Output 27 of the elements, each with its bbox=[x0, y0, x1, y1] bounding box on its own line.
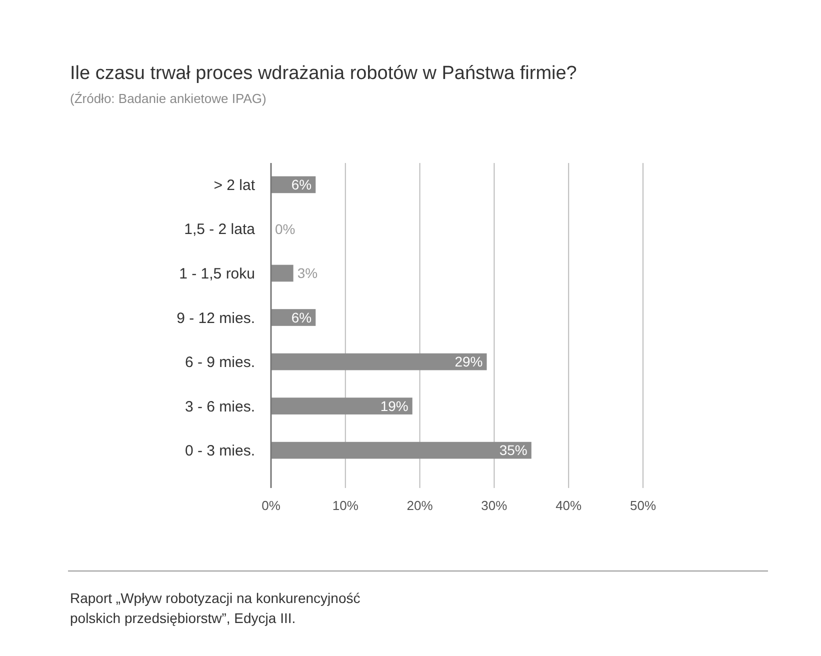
bar bbox=[271, 442, 532, 459]
data-label: 35% bbox=[499, 442, 528, 458]
data-label: 6% bbox=[291, 309, 312, 326]
y-tick-label: 1,5 - 2 lata bbox=[184, 221, 256, 238]
bar bbox=[271, 264, 294, 282]
data-label: 19% bbox=[380, 398, 408, 414]
chart-title: Ile czasu trwał proces wdrażania robotów w Państwa firmie? bbox=[70, 63, 577, 84]
data-label: 0% bbox=[275, 220, 296, 237]
text: Raport „Wpływ robotyzacji na konkurencyjność polskich przedsiębiorstw”, Edycja III. bbox=[70, 590, 360, 626]
y-tick-label: 1 - 1,5 roku bbox=[179, 265, 255, 282]
y-tick-label: 0 - 3 mies. bbox=[184, 442, 255, 460]
x-tick-label: 50% bbox=[630, 498, 656, 513]
data-label: 3% bbox=[297, 265, 318, 282]
bar bbox=[271, 398, 412, 414]
y-tick-label: 6 - 9 mies. bbox=[184, 354, 255, 372]
x-tick-label: 40% bbox=[556, 498, 582, 513]
y-tick-label: 3 - 6 mies. bbox=[184, 398, 255, 416]
bar bbox=[271, 353, 487, 370]
x-tick-label: 30% bbox=[481, 498, 508, 513]
data-label: 6% bbox=[291, 176, 312, 193]
y-tick-label: 9 - 12 mies. bbox=[176, 310, 255, 327]
x-tick-label: 10% bbox=[332, 498, 359, 513]
y-tick-label: > 2 lat bbox=[214, 176, 256, 194]
data-label: 29% bbox=[454, 354, 483, 370]
x-tick-label: 20% bbox=[406, 498, 434, 513]
x-tick-label: 0% bbox=[262, 498, 281, 513]
chart-subtitle: (Źródło: Badanie ankietowe IPAG) bbox=[70, 91, 266, 106]
